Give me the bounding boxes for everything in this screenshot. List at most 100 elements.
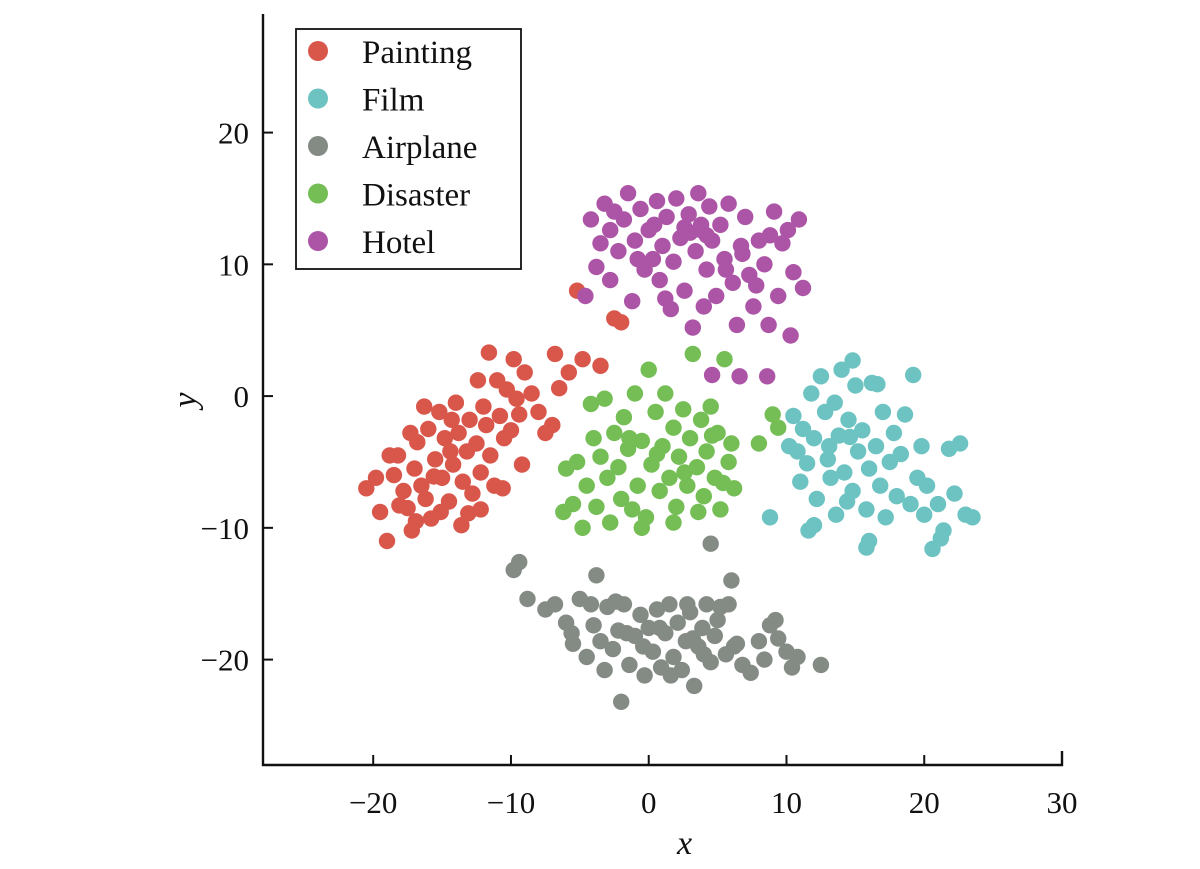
data-point — [723, 572, 740, 589]
data-point — [450, 424, 467, 442]
data-point — [717, 261, 735, 278]
data-point — [582, 395, 600, 413]
legend-marker — [308, 183, 328, 204]
data-point — [703, 366, 721, 384]
data-point — [794, 279, 812, 297]
data-point — [680, 206, 697, 223]
data-point — [690, 503, 707, 521]
data-point — [764, 406, 781, 423]
data-point — [819, 451, 836, 468]
data-point — [654, 237, 671, 255]
data-point — [720, 195, 737, 212]
data-point — [640, 361, 657, 378]
data-point — [896, 406, 914, 423]
series-hotel — [577, 185, 812, 385]
data-point — [874, 403, 892, 421]
data-point — [676, 219, 693, 236]
y-tick-label: 20 — [218, 116, 249, 151]
data-point — [596, 390, 613, 407]
data-point — [578, 648, 595, 666]
data-point — [425, 468, 442, 485]
data-point — [651, 271, 668, 289]
data-point — [472, 464, 489, 481]
data-point — [833, 361, 850, 378]
data-point — [686, 677, 703, 695]
x-axis-title: x — [676, 825, 692, 862]
legend-marker — [308, 41, 328, 61]
data-point — [647, 403, 664, 421]
data-point — [460, 505, 477, 522]
data-point — [585, 617, 602, 634]
data-point — [720, 596, 737, 613]
data-point — [511, 553, 528, 571]
data-point — [610, 459, 627, 476]
data-point — [684, 319, 701, 336]
data-point — [615, 409, 633, 426]
x-tick-label: −10 — [487, 785, 535, 820]
data-point — [632, 200, 649, 218]
data-point — [648, 601, 666, 618]
data-point — [610, 243, 627, 260]
data-point — [416, 398, 433, 415]
data-point — [407, 513, 425, 530]
data-point — [913, 438, 930, 455]
data-point — [613, 490, 630, 508]
data-point — [854, 422, 871, 439]
data-point — [706, 627, 723, 645]
data-point — [709, 611, 726, 629]
data-point — [841, 428, 859, 446]
y-tick-label: 10 — [218, 247, 249, 282]
data-point — [615, 211, 633, 228]
data-point — [708, 287, 725, 305]
legend-label: Hotel — [362, 225, 435, 261]
data-point — [619, 185, 637, 202]
data-point — [651, 482, 668, 500]
data-point — [737, 208, 754, 226]
data-point — [892, 445, 909, 463]
series-disaster — [555, 345, 787, 536]
data-point — [676, 464, 693, 481]
data-point — [468, 435, 485, 452]
data-point — [491, 407, 509, 425]
data-point — [592, 235, 609, 252]
data-point — [803, 385, 820, 402]
data-point — [750, 633, 768, 650]
series-film — [761, 352, 981, 558]
data-point — [385, 466, 403, 484]
data-point — [951, 435, 969, 452]
data-point — [785, 407, 802, 425]
data-point — [588, 258, 605, 276]
data-point — [702, 398, 719, 415]
data-point — [657, 385, 674, 402]
data-point — [723, 435, 740, 452]
data-point — [381, 447, 398, 464]
data-point — [964, 509, 981, 526]
data-point — [444, 456, 462, 473]
data-point — [847, 377, 864, 394]
series-painting — [358, 282, 630, 550]
data-point — [929, 495, 947, 513]
data-point — [695, 298, 712, 315]
data-point — [378, 532, 396, 550]
data-point — [478, 416, 495, 434]
data-point — [551, 380, 568, 397]
data-point — [563, 625, 580, 642]
data-point — [679, 596, 696, 613]
data-point — [725, 638, 743, 655]
data-point — [578, 477, 595, 494]
data-point — [665, 648, 682, 666]
y-tick-label: −20 — [201, 643, 249, 678]
data-point — [932, 530, 949, 547]
data-point — [918, 477, 936, 494]
data-point — [794, 420, 812, 438]
data-point — [546, 345, 564, 363]
data-point — [695, 646, 712, 663]
data-point — [770, 419, 787, 436]
data-point — [698, 596, 715, 613]
data-point — [734, 245, 751, 262]
data-point — [633, 432, 650, 450]
data-point — [585, 430, 602, 447]
ticks-layer: −20 −10 0 10 20 30 −20 −10 0 10 20 — [201, 116, 1078, 820]
